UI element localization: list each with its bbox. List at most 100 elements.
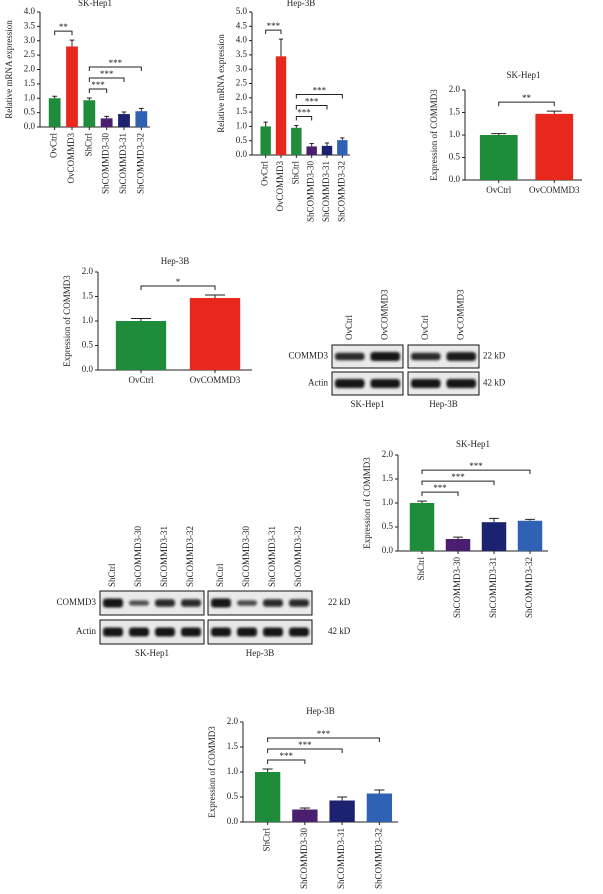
y-tick-label: 2.0	[82, 266, 94, 276]
x-tick-label: OvCtrl	[260, 161, 270, 187]
significance-label: *	[176, 277, 181, 287]
error-bar	[263, 121, 268, 127]
significance-label: ***	[305, 97, 319, 107]
row-label: Actin	[308, 378, 328, 388]
significance-bracket	[421, 480, 495, 486]
error-bar	[417, 500, 427, 503]
blot-band	[237, 627, 257, 637]
y-tick-label: 2.0	[24, 64, 36, 74]
y-axis-label: Expression of COMMD3	[362, 457, 372, 549]
error-bar	[299, 807, 310, 810]
y-tick-label: 1.0	[24, 92, 36, 102]
y-tick-label: 0.0	[82, 364, 94, 374]
significance-bracket	[421, 469, 531, 475]
bar	[275, 56, 287, 155]
significance-label: **	[59, 22, 69, 32]
group-label: Hep-3B	[429, 399, 458, 409]
error-bar	[546, 110, 562, 114]
bar	[292, 809, 318, 822]
significance-label: ***	[280, 751, 294, 761]
significance-label: ***	[100, 69, 114, 79]
x-tick-label: ShCtrl	[262, 828, 272, 852]
error-bar	[69, 39, 75, 47]
blot-panel	[407, 371, 480, 396]
x-tick-label: ShCOMMD3-32	[373, 828, 383, 889]
lane-label: OvCtrl	[420, 315, 430, 341]
y-axis-label: Relative mRNA expression	[4, 20, 14, 119]
y-tick-label: 2.0	[227, 716, 239, 726]
significance-bracket	[267, 759, 306, 764]
chart-title: Hep-3B	[287, 0, 316, 8]
error-bar	[138, 107, 144, 112]
x-tick-label: ShCOMMD3-30	[299, 828, 309, 890]
significance-label: ***	[317, 729, 331, 739]
y-tick-label: 5.0	[236, 6, 248, 16]
bar	[481, 522, 507, 551]
significance-bracket	[88, 77, 125, 82]
error-bar	[340, 137, 345, 141]
bar	[479, 135, 518, 180]
y-tick-label: 0.5	[449, 152, 461, 162]
significance-bracket	[295, 116, 313, 121]
blot-band	[446, 379, 476, 388]
x-tick-label: OvCOMMD3	[190, 375, 241, 385]
significance-bracket	[140, 285, 216, 291]
bar	[83, 100, 96, 127]
chart-title: Hep-3B	[161, 256, 190, 266]
bar	[189, 297, 241, 370]
x-tick-label: ShCOMMD3-31	[336, 828, 346, 889]
error-bar	[337, 796, 348, 801]
bar	[321, 145, 333, 155]
blot-band	[263, 627, 283, 637]
x-tick-label: OvCtrl	[49, 133, 59, 159]
y-tick-label: 1.0	[227, 766, 239, 776]
blot-panel	[331, 344, 404, 369]
y-tick-label: 0.5	[236, 135, 248, 145]
blot-band	[263, 599, 283, 607]
blot-band	[411, 352, 441, 361]
significance-label: ***	[313, 86, 327, 96]
lane-label: ShCtrl	[107, 563, 117, 587]
error-bar	[262, 768, 273, 772]
y-axis-label: Expression of COMMD3	[62, 275, 72, 367]
y-tick-label: 1.5	[382, 473, 394, 483]
lane-label: ShCOMMD3-30	[241, 525, 251, 587]
y-tick-label: 0.5	[382, 521, 394, 531]
y-tick-label: 1.5	[449, 107, 461, 117]
bar	[517, 520, 543, 551]
blot-band	[155, 599, 175, 607]
blot-band	[411, 379, 441, 388]
y-tick-label: 0.5	[24, 107, 36, 117]
chart-title: SK-Hep1	[78, 0, 112, 8]
y-tick-label: 2.5	[236, 78, 248, 88]
significance-bracket	[295, 94, 343, 99]
significance-label: ***	[91, 80, 105, 90]
y-tick-label: 0.0	[382, 545, 394, 555]
blot-band	[335, 352, 365, 361]
size-label: 22 kD	[328, 597, 351, 607]
y-tick-label: 1.0	[82, 315, 94, 325]
y-tick-label: 1.5	[236, 106, 248, 116]
blot-band	[129, 627, 149, 637]
y-tick-label: 3.0	[236, 63, 248, 73]
size-label: 42 kD	[328, 626, 351, 636]
significance-label: ***	[451, 472, 465, 482]
bar	[535, 113, 574, 180]
blot-panel	[331, 371, 404, 396]
x-tick-label: ShCtrl	[290, 161, 300, 185]
bar	[100, 118, 113, 127]
bar	[337, 140, 348, 155]
y-tick-label: 1.5	[82, 291, 94, 301]
significance-bracket	[267, 737, 380, 742]
x-tick-label: ShCOMMD3-32	[135, 133, 145, 194]
y-axis-label: Expression of COMMD3	[207, 726, 217, 818]
significance-label: ***	[267, 21, 281, 31]
error-bar	[309, 143, 314, 147]
significance-label: ***	[298, 740, 312, 750]
y-axis-label: Relative mRNA expression	[216, 34, 226, 133]
significance-bracket	[88, 88, 108, 93]
x-tick-label: OvCOMMD3	[275, 161, 285, 212]
chart-title: SK-Hep1	[456, 439, 490, 449]
lane-label: ShCOMMD3-32	[185, 526, 195, 587]
x-tick-label: OvCtrl	[128, 375, 154, 385]
